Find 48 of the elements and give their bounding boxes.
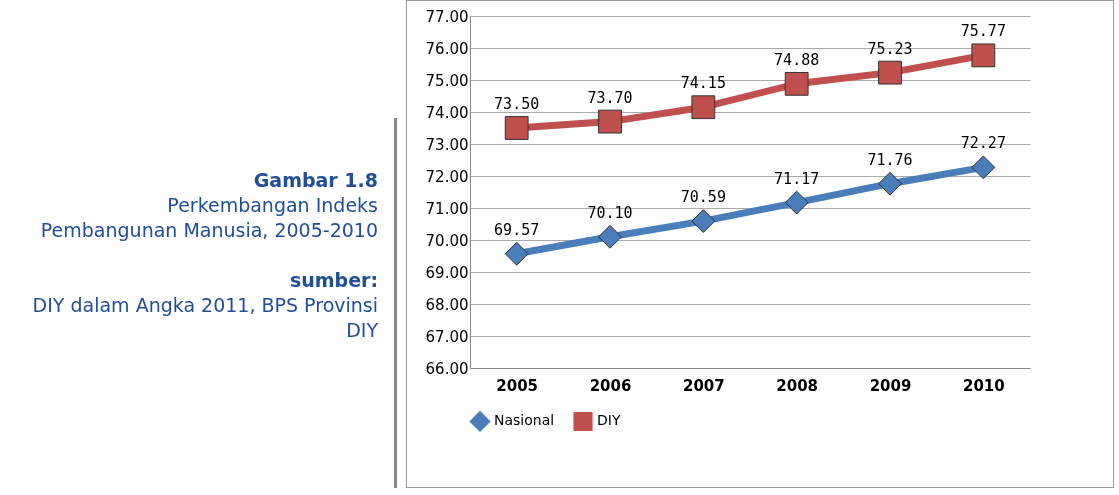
data-label: 73.70 — [587, 88, 633, 107]
point — [504, 116, 529, 140]
y-tick-label: 73.00 — [425, 135, 469, 154]
y-tick-label: 77.00 — [425, 7, 469, 26]
x-tick-label: 2010 — [962, 376, 1005, 395]
point — [784, 71, 809, 96]
point — [598, 109, 622, 134]
y-tick-label: 68.00 — [425, 295, 469, 314]
x-tick-label: 2009 — [869, 376, 912, 395]
y-tick-label: 70.00 — [425, 231, 469, 250]
data-label: 73.50 — [494, 95, 540, 113]
x-tick-label: 2008 — [776, 376, 819, 395]
y-tick-label: 74.00 — [425, 103, 469, 122]
text: Perkembangan Indeks Pembangunan Manusia, 2005-2010 — [39, 193, 378, 243]
point — [878, 60, 902, 85]
text: Gambar 1.8 — [252, 168, 378, 193]
point — [878, 171, 902, 196]
point — [784, 190, 809, 215]
x-tick-label: 2005 — [496, 376, 539, 395]
x-tick-label: 2006 — [589, 376, 632, 395]
data-label: 75.77 — [960, 22, 1006, 41]
point — [691, 95, 716, 120]
legend-label: DIY — [597, 412, 621, 429]
y-tick-label: 66.00 — [425, 359, 469, 378]
text: sumber: — [288, 268, 378, 293]
point — [691, 209, 716, 234]
data-label: 75.23 — [867, 39, 913, 58]
data-label: 74.15 — [680, 74, 726, 93]
data-label: 69.57 — [494, 220, 540, 239]
text: DIY dalam Angka 2011, BPS Provinsi DIY — [31, 293, 378, 343]
data-label: 71.17 — [774, 169, 820, 188]
legend-label: Nasional — [494, 412, 555, 429]
data-label: 74.88 — [774, 50, 820, 69]
data-label: 72.27 — [960, 134, 1006, 153]
data-label: 71.76 — [867, 150, 913, 169]
point — [598, 224, 622, 249]
y-tick-label: 72.00 — [425, 167, 469, 186]
point — [504, 241, 529, 266]
x-tick-label: 2007 — [682, 376, 725, 395]
data-label: 70.10 — [587, 203, 633, 222]
data-label: 70.59 — [680, 188, 726, 207]
y-tick-label: 75.00 — [425, 71, 469, 90]
y-tick-label: 67.00 — [425, 327, 469, 346]
y-tick-label: 76.00 — [425, 39, 469, 58]
y-tick-label: 69.00 — [425, 263, 469, 282]
point — [971, 43, 996, 68]
point — [971, 155, 996, 180]
y-tick-label: 71.00 — [425, 199, 469, 218]
